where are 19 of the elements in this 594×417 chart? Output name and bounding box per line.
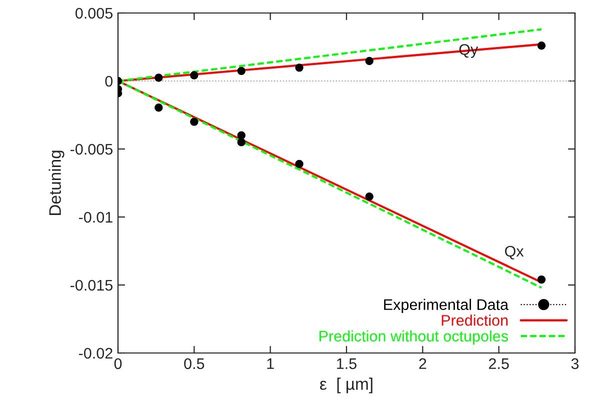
y-tick-label: -0.01 [79, 212, 112, 223]
y-tick-label: 0.005 [76, 8, 112, 19]
x-tick-label: 1.5 [337, 358, 356, 370]
x-tick-label: 2 [419, 358, 426, 369]
legend-label: Prediction [442, 314, 508, 326]
x-tick-label: 0 [114, 358, 122, 370]
x-tick-label: 0.5 [184, 358, 204, 370]
x-tick-label: 3 [571, 358, 579, 370]
x-tick-label: 2.5 [488, 358, 509, 370]
y-tick-label: -0.015 [70, 280, 113, 291]
y-tick-label: -0.02 [79, 348, 112, 359]
y-tick-label: 0 [105, 76, 113, 87]
legend-label: Prediction without octupoles [320, 330, 508, 345]
x-tick-label: 1 [267, 358, 274, 369]
legend-label: Experimental Data [384, 298, 509, 314]
y-axis-title: Detuning [48, 150, 64, 215]
annotation: Qx [505, 246, 524, 260]
x-axis-title: ε [ µm] [320, 378, 372, 394]
y-tick-label: -0.005 [70, 144, 113, 155]
